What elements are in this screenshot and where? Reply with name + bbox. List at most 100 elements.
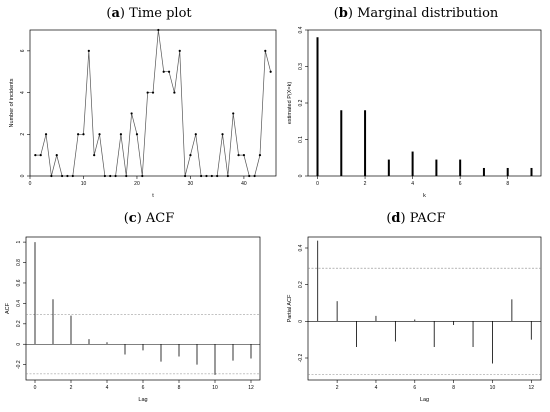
data-point (162, 70, 165, 73)
x-tick-label: 12 (248, 385, 254, 391)
data-point (167, 70, 171, 73)
data-point (39, 154, 42, 157)
y-tick-label: 0.4 (298, 244, 304, 251)
y-tick-label: 0 (20, 174, 26, 177)
x-axis-label: Lag (420, 397, 429, 403)
y-tick-label: 0 (16, 343, 22, 346)
x-tick-label: 4 (375, 385, 378, 391)
y-tick-label: -0.2 (16, 360, 22, 369)
data-point (141, 174, 144, 178)
x-tick-label: 10 (81, 181, 87, 187)
data-point (87, 49, 90, 52)
data-point (242, 154, 246, 157)
data-point (109, 174, 112, 178)
x-tick-label: 2 (336, 385, 339, 391)
x-tick-label: 0 (316, 181, 319, 187)
y-tick-label: 2 (20, 133, 26, 136)
plot-frame (307, 29, 542, 177)
data-point (210, 174, 213, 178)
x-tick-label: 40 (241, 181, 247, 187)
y-tick-label: 4 (20, 91, 26, 94)
panel-pacf: (d) PACF 2 4 6 8 10 12 -0.2 0 0.2 0.4 Lag Partial A… (287, 211, 542, 403)
data-point (77, 133, 80, 136)
data-point (264, 49, 267, 52)
x-tick-label: 2 (364, 181, 367, 187)
y-tick-label: 0.2 (298, 281, 304, 288)
x-tick-label: 30 (188, 181, 194, 187)
data-point (178, 49, 181, 52)
x-tick-label: 2 (70, 385, 73, 391)
x-tick-label: 12 (529, 385, 535, 391)
panel-time-plot: (a) Time plot 0 10 20 30 40 0 2 4 6 t Number of in… (9, 6, 277, 199)
x-tick-label: 6 (142, 385, 145, 391)
y-tick-label: 0.2 (16, 320, 22, 327)
y-tick-label: 0.4 (298, 26, 304, 33)
y-tick-label: 0.1 (298, 136, 304, 143)
data-point (183, 174, 187, 178)
panel-marginal-distribution: (b) Marginal distribution 0 2 4 6 8 0 0.1 0.2 0.… (287, 6, 542, 199)
data-point (146, 91, 149, 94)
series-line (35, 29, 271, 177)
x-tick-label: 6 (413, 385, 416, 391)
panel-c-title: (c) ACF (124, 211, 175, 226)
y-axis-label: Partial ACF (287, 294, 293, 322)
data-point (151, 91, 155, 94)
data-point (50, 174, 53, 178)
data-point (55, 154, 58, 157)
x-tick-label: 10 (212, 385, 218, 391)
x-tick-label: 6 (459, 181, 462, 187)
x-tick-label: 0 (34, 385, 37, 391)
y-axis-label: ACF (5, 302, 11, 314)
panel-d-title: (d) PACF (386, 211, 445, 226)
data-point (205, 174, 208, 178)
data-point (130, 112, 133, 115)
y-tick-label: 0.4 (16, 300, 22, 307)
data-point (173, 91, 176, 94)
x-tick-label: 20 (134, 181, 140, 187)
x-axis-label: k (423, 193, 426, 199)
data-point (82, 133, 85, 136)
data-point (226, 174, 229, 178)
data-point (103, 174, 106, 178)
y-tick-label: 0 (298, 320, 304, 323)
y-tick-label: 0.6 (16, 279, 22, 286)
x-tick-label: 10 (490, 385, 496, 391)
data-point (248, 174, 251, 178)
y-axis-label: Number of incidents (9, 78, 15, 127)
x-tick-label: 4 (411, 181, 414, 187)
y-tick-label: 6 (20, 49, 26, 52)
data-point (237, 154, 240, 157)
data-point (253, 174, 256, 178)
plot-frame (25, 236, 261, 381)
y-tick-label: 0 (298, 174, 304, 177)
data-point (135, 133, 139, 136)
data-point (258, 154, 262, 157)
y-tick-label: 1 (16, 240, 22, 243)
data-point (269, 70, 272, 73)
data-point (44, 133, 48, 136)
plot-frame (307, 236, 542, 381)
data-point (194, 133, 197, 136)
data-point (71, 174, 74, 178)
plot-frame (29, 29, 277, 177)
data-point (157, 28, 160, 32)
data-point (114, 174, 117, 178)
panel-acf: (c) ACF 0 2 4 6 8 10 12 -0.2 0 0.2 0.4 0.6 0.8 1 Lag AC… (5, 211, 261, 403)
data-point (66, 174, 69, 178)
y-tick-label: 0.3 (298, 63, 304, 70)
data-point (125, 174, 128, 178)
data-point (221, 133, 224, 136)
data-point (34, 154, 37, 157)
data-point (200, 174, 203, 178)
x-tick-label: 8 (506, 181, 509, 187)
y-tick-label: 0.8 (16, 259, 22, 266)
data-point (216, 174, 219, 178)
data-point (98, 133, 101, 136)
data-point (119, 133, 123, 136)
x-axis-label: t (152, 193, 154, 199)
data-point (60, 174, 64, 178)
x-tick-label: 8 (452, 385, 455, 391)
panel-a-title: (a) Time plot (106, 6, 192, 21)
x-tick-label: 0 (29, 181, 32, 187)
